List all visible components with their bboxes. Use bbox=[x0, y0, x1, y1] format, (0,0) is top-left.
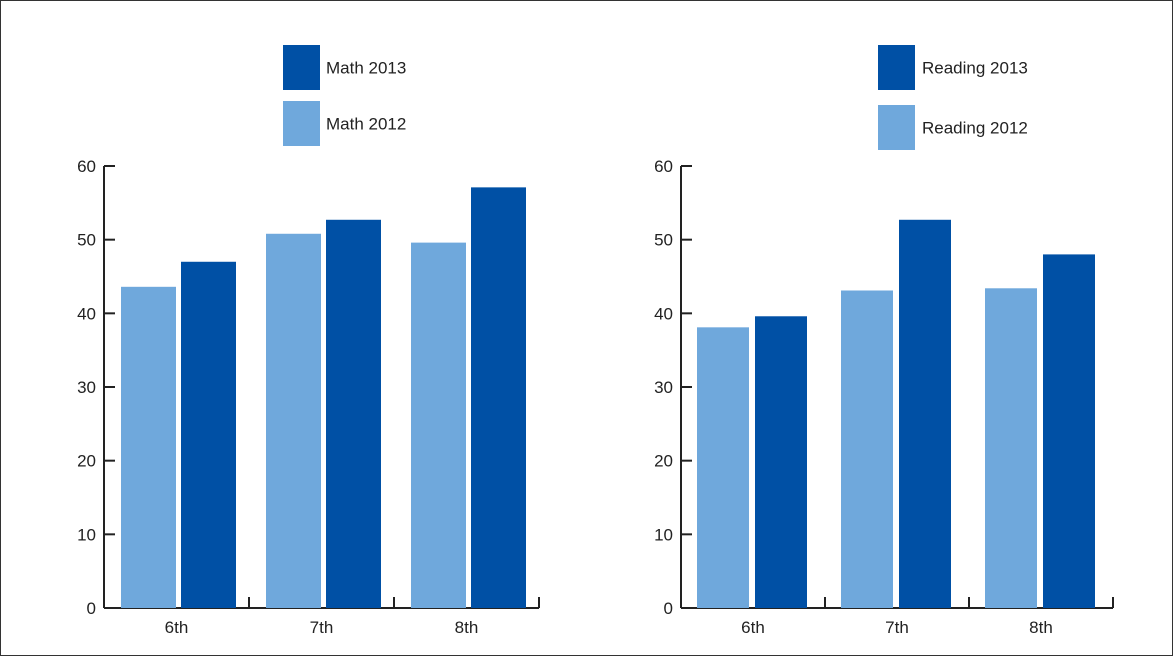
bar-reading-2013-8th bbox=[1043, 254, 1095, 608]
x-category-label: 6th bbox=[741, 618, 765, 637]
y-tick-label: 20 bbox=[77, 452, 96, 471]
legend-swatch-math-2012 bbox=[283, 101, 320, 146]
y-tick-label: 10 bbox=[77, 525, 96, 544]
bar-math-2012-6th bbox=[121, 286, 176, 608]
bar-reading-2013-6th bbox=[755, 316, 807, 608]
legend-swatch-math-2013 bbox=[283, 45, 320, 90]
y-tick-label: 0 bbox=[664, 599, 673, 618]
y-tick-label: 20 bbox=[654, 452, 673, 471]
y-tick-label: 10 bbox=[654, 525, 673, 544]
bar-reading-2012-7th bbox=[841, 290, 893, 608]
legend-label: Reading 2013 bbox=[922, 59, 1028, 78]
y-tick-label: 30 bbox=[654, 378, 673, 397]
bar-math-2013-7th bbox=[326, 219, 381, 608]
legend-swatch-reading-2013 bbox=[878, 45, 915, 90]
y-tick-label: 50 bbox=[654, 231, 673, 250]
bar-reading-2012-6th bbox=[697, 327, 749, 608]
y-tick-label: 0 bbox=[87, 599, 96, 618]
bar-reading-2013-7th bbox=[899, 219, 951, 608]
legend-label: Math 2012 bbox=[326, 115, 406, 134]
x-category-label: 8th bbox=[455, 618, 479, 637]
y-tick-label: 40 bbox=[77, 304, 96, 323]
y-tick-label: 60 bbox=[654, 157, 673, 176]
y-tick-label: 60 bbox=[77, 157, 96, 176]
bar-math-2012-7th bbox=[266, 233, 321, 609]
bar-math-2013-6th bbox=[181, 261, 236, 608]
legend-swatch-reading-2012 bbox=[878, 105, 915, 150]
bar-math-2012-8th bbox=[411, 242, 466, 608]
bar-math-2013-8th bbox=[471, 187, 526, 608]
y-tick-label: 40 bbox=[654, 304, 673, 323]
y-tick-label: 30 bbox=[77, 378, 96, 397]
reading-chart: 0 10 20 30 40 50 60 6th 7th 8th Reading 2013 Readin… bbox=[654, 45, 1114, 637]
x-category-label: 6th bbox=[165, 618, 189, 637]
x-category-label: 7th bbox=[885, 618, 909, 637]
math-chart: 0 10 20 30 40 50 60 6th 7th 8th Math 2013 Math 2012 bbox=[77, 45, 540, 637]
bar-reading-2012-8th bbox=[985, 288, 1037, 608]
legend-label: Math 2013 bbox=[326, 59, 406, 78]
legend-label: Reading 2012 bbox=[922, 119, 1028, 138]
x-category-label: 7th bbox=[310, 618, 334, 637]
y-tick-label: 50 bbox=[77, 231, 96, 250]
x-category-label: 8th bbox=[1029, 618, 1053, 637]
